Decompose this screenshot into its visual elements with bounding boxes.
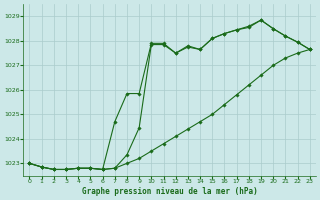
X-axis label: Graphe pression niveau de la mer (hPa): Graphe pression niveau de la mer (hPa) <box>82 187 258 196</box>
